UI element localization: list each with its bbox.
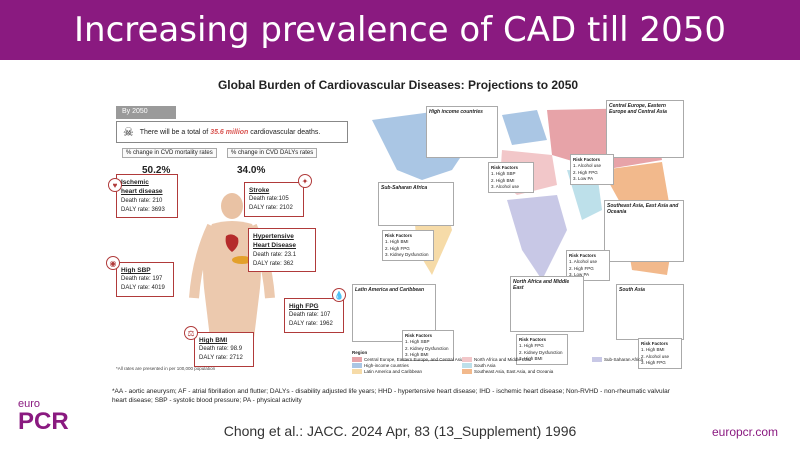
legend-item: High-income countries [352, 363, 409, 368]
legend-title: Region [352, 350, 368, 355]
region-card-southeast-asia: Southeast Asia, East Asia and Oceania [604, 200, 684, 262]
slide-header: Increasing prevalence of CAD till 2050 [0, 0, 800, 60]
legend-item: Sub-Saharan Africa [592, 357, 643, 362]
risks-south-asia: Risk Factors 1. High BMI 2. Alcohol use … [638, 338, 682, 370]
daly-change-value: 34.0% [237, 165, 266, 176]
mortality-change-label: % change in CVD mortality rates [122, 148, 217, 158]
risks-central-europe: Risk Factors 1. Alcohol use 2. High FPG … [570, 154, 614, 186]
callout-hhd: Hypertensive Heart Disease Death rate: 2… [248, 228, 316, 273]
region-card-subsaharan: Sub-Saharan Africa [378, 182, 454, 226]
mortality-change-value: 50.2% [142, 165, 171, 176]
scale-icon: ⚖ [184, 326, 198, 340]
by-2050-tag: By 2050 [116, 106, 176, 119]
skull-icon: ☠ [123, 125, 134, 139]
legend-item: Southeast Asia, East Asia, and Oceania [462, 369, 553, 374]
heart-callout-icon: ♥ [108, 178, 122, 192]
risks-subsaharan: Risk Factors 1. High BMI 2. High FPG 3. … [382, 230, 434, 262]
callout-high-bmi: High BMI Death rate: 98.9 DALY rate: 271… [194, 332, 254, 367]
risks-high-income: Risk Factors 1. High SBP 2. High BMI 3. … [488, 162, 534, 194]
slide-title: Increasing prevalence of CAD till 2050 [74, 10, 726, 50]
callout-high-fpg: High FPG Death rate: 107 DALY rate: 1962 [284, 298, 344, 333]
world-map-panel: High income countries Risk Factors 1. Hi… [352, 100, 684, 375]
region-card-north-africa: North Africa and Middle East [510, 276, 584, 332]
citation: Chong et al.: JACC. 2024 Apr, 83 (13_Sup… [223, 423, 577, 439]
risks-latin-america: Risk Factors 1. High SBP 2. Kidney Dysfu… [402, 330, 454, 362]
blood-pressure-icon: ◉ [106, 256, 120, 270]
deaths-text: There will be a total of 35.6 million ca… [139, 128, 321, 136]
abbreviations-note: *AA - aortic aneurysm; AF - atrial fibri… [112, 388, 670, 404]
deaths-summary: ☠ There will be a total of 35.6 million … [116, 121, 348, 143]
region-legend: Region Central Europe, Eastern Europe, a… [352, 350, 684, 376]
legend-item: North Africa and Middle East [462, 357, 531, 362]
risks-southeast-asia: Risk Factors 1. Alcohol use 2. High FPG … [566, 250, 610, 282]
heart-icon [225, 234, 239, 252]
europcr-logo: euro PCR [18, 398, 69, 435]
legend-item: South Asia [462, 363, 496, 368]
site-link[interactable]: europcr.com [711, 425, 778, 439]
figure-title: Global Burden of Cardiovascular Diseases… [217, 78, 579, 92]
legend-item: Latin America and Caribbean [352, 369, 422, 374]
glucose-icon: 💧 [332, 288, 346, 302]
risks-north-africa: Risk Factors 1. High FPG 2. Kidney Dysfu… [516, 334, 568, 366]
region-card-central-europe: Central Europe, Eastern Europe and Centr… [606, 100, 684, 158]
rates-footnote: *All rates are presented in per 100,000 … [116, 366, 216, 371]
region-card-high-income: High income countries [426, 106, 498, 158]
burden-figure: Global Burden of Cardiovascular Diseases… [106, 78, 684, 378]
callout-ihd: Ischemic heart disease Death rate: 210 D… [116, 174, 178, 219]
daly-change-label: % change in CVD DALYs rates [227, 148, 318, 158]
region-card-south-asia: South Asia [616, 284, 684, 340]
callout-high-sbp: High SBP Death rate: 197 DALY rate: 4019 [116, 262, 174, 297]
callout-stroke: Stroke Death rate:105 DALY rate: 2102 [244, 182, 304, 217]
legend-item: Central Europe, Eastern Europe, and Cent… [352, 357, 464, 362]
brain-callout-icon: ✦ [298, 174, 312, 188]
